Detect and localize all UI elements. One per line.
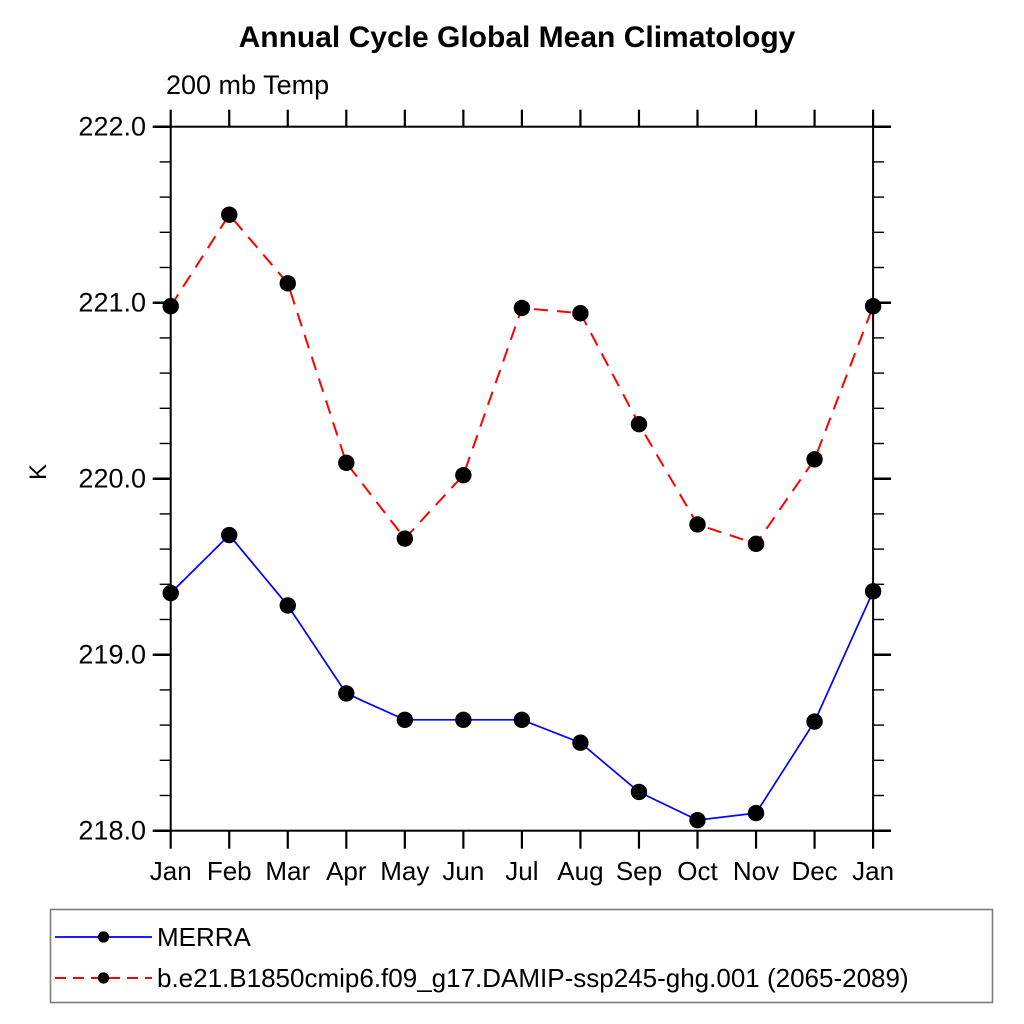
y-tick-label: 222.0 xyxy=(78,112,146,142)
data-point-marker xyxy=(806,451,823,468)
y-tick-label: 221.0 xyxy=(78,288,146,318)
data-point-marker xyxy=(162,298,179,315)
legend-marker-sample xyxy=(97,972,110,984)
x-tick-label: May xyxy=(380,856,429,886)
data-point-marker xyxy=(162,584,179,602)
series-merra xyxy=(162,526,882,829)
y-tick-label: 218.0 xyxy=(78,816,146,846)
x-tick-label: Jan xyxy=(852,856,894,886)
data-point-marker xyxy=(572,305,589,322)
data-point-marker xyxy=(279,275,296,292)
legend-marker-sample xyxy=(97,931,110,943)
x-tick-label: Feb xyxy=(207,856,252,886)
chart-subtitle: 200 mb Temp xyxy=(166,70,329,100)
series-model-ghg xyxy=(162,206,882,553)
x-tick-label: Jul xyxy=(505,856,538,886)
data-point-marker xyxy=(455,466,472,484)
data-point-marker xyxy=(864,583,882,600)
x-tick-label: Jun xyxy=(442,856,484,886)
series-line xyxy=(169,213,875,546)
legend: MERRA b.e21.B1850cmip6.f09_g17.DAMIP-ssp… xyxy=(49,908,994,1004)
x-tick-label: Apr xyxy=(326,856,367,886)
x-tick-label: Nov xyxy=(733,856,779,886)
data-point-marker xyxy=(689,811,706,829)
y-tick-labels: 218.0 219.0 220.0 221.0 222.0 xyxy=(78,112,146,846)
data-point-marker xyxy=(630,415,648,433)
data-point-marker xyxy=(455,711,472,729)
data-point-marker xyxy=(806,713,823,730)
data-point-marker xyxy=(338,685,355,702)
data-point-marker xyxy=(630,783,648,801)
x-tick-label: Jan xyxy=(150,856,192,886)
data-point-marker xyxy=(221,526,238,544)
x-tick-label: Aug xyxy=(557,856,603,886)
data-point-marker xyxy=(864,298,882,315)
y-axis-label: K xyxy=(25,464,52,480)
data-point-marker xyxy=(747,804,765,822)
x-tick-labels: Jan Feb Mar Apr May Jun Jul Aug Sep Oct Nov Dec Jan xyxy=(150,856,894,886)
x-tick-label: Dec xyxy=(791,856,837,886)
series-line xyxy=(170,533,874,822)
legend-label-model-ghg: b.e21.B1850cmip6.f09_g17.DAMIP-ssp245-gh… xyxy=(157,963,909,993)
plot-axes xyxy=(152,109,892,849)
data-point-marker xyxy=(572,734,589,751)
x-tick-label: Mar xyxy=(265,856,310,886)
legend-box xyxy=(49,908,994,1004)
data-point-marker xyxy=(513,299,531,317)
data-point-marker xyxy=(396,711,414,729)
legend-label-merra: MERRA xyxy=(157,922,252,952)
x-tick-label: Oct xyxy=(677,856,718,886)
data-point-marker xyxy=(747,535,765,553)
data-point-marker xyxy=(221,206,238,223)
y-tick-label: 219.0 xyxy=(78,640,146,670)
x-tick-label: Sep xyxy=(616,856,662,886)
data-point-marker xyxy=(279,597,296,614)
y-tick-label: 220.0 xyxy=(78,464,146,494)
legend-sample-model-ghg xyxy=(55,972,152,984)
data-point-marker xyxy=(396,530,414,547)
legend-sample-merra xyxy=(55,931,152,943)
data-point-marker xyxy=(513,711,531,729)
data-point-marker xyxy=(689,516,706,533)
data-point-marker xyxy=(338,454,355,472)
chart-title: Annual Cycle Global Mean Climatology xyxy=(239,21,796,54)
